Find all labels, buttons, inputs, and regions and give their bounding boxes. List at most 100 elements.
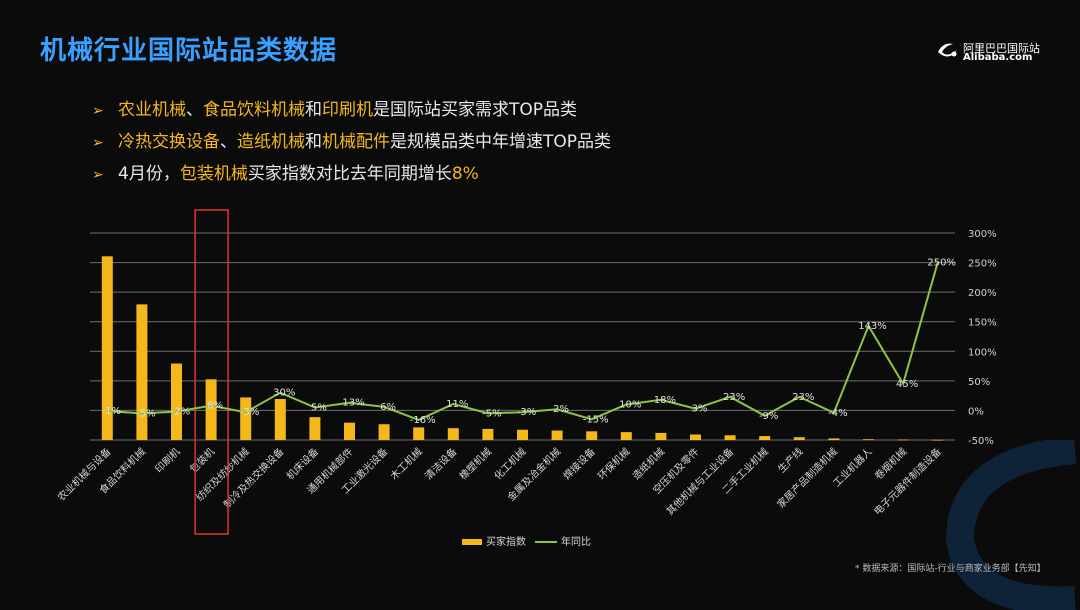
bar bbox=[828, 438, 840, 440]
bullet-text: 和 bbox=[305, 100, 322, 120]
line-data-label: 10% bbox=[619, 400, 641, 411]
bar bbox=[205, 379, 217, 440]
line-data-label: 250% bbox=[927, 258, 956, 269]
highlight-text: 印刷机 bbox=[322, 100, 373, 120]
bullet-text: 、 bbox=[186, 100, 203, 120]
right-axis-tick: 150% bbox=[968, 318, 997, 329]
category-tick-label: 机床设备 bbox=[284, 445, 321, 482]
bullet-3: ➢ 4月份，包装机械买家指数对比去年同期增长8% bbox=[92, 159, 611, 191]
bullet-text: 是规模品类中年增速TOP品类 bbox=[390, 132, 612, 152]
line-data-label: 18% bbox=[654, 395, 676, 406]
line-data-label: 11% bbox=[446, 399, 468, 410]
highlight-text: 农业机械 bbox=[118, 100, 186, 120]
bar bbox=[171, 363, 182, 440]
logo-en: Alibaba.com bbox=[963, 52, 1033, 63]
data-source-note: * 数据来源：国际站-行业与商家业务部【先知】 bbox=[855, 564, 1046, 574]
bar bbox=[932, 439, 944, 441]
bar bbox=[413, 427, 425, 440]
bar bbox=[863, 439, 874, 441]
line-data-label: 143% bbox=[858, 321, 887, 332]
line-data-label: 8% bbox=[207, 401, 223, 412]
category-tick-label: 生产线 bbox=[775, 445, 805, 475]
bullet-2: ➢ 冷热交换设备、造纸机械和机械配件是规模品类中年增速TOP品类 bbox=[92, 127, 611, 159]
line-data-label: -16% bbox=[410, 415, 436, 426]
arrow-icon: ➢ bbox=[92, 167, 104, 183]
line-data-label: -9% bbox=[759, 411, 778, 422]
category-tick-label: 家居产品制造机械 bbox=[774, 445, 840, 511]
highlight-text: 造纸机械 bbox=[237, 132, 305, 152]
line-data-label: -1% bbox=[102, 406, 121, 417]
bullet-text: 是国际站买家需求TOP品类 bbox=[373, 100, 578, 120]
line-data-label: -5% bbox=[136, 408, 155, 419]
category-tick-label: 印刷机 bbox=[152, 445, 182, 475]
bullet-text: 和 bbox=[305, 132, 322, 152]
bar bbox=[655, 432, 667, 440]
page-title: 机械行业国际站品类数据 bbox=[40, 36, 338, 66]
line-data-label: 6% bbox=[380, 402, 396, 413]
bar bbox=[240, 397, 252, 440]
bar bbox=[344, 422, 355, 440]
alibaba-smile-icon bbox=[938, 43, 957, 57]
bar bbox=[447, 428, 459, 440]
highlight-text: 食品饮料机械 bbox=[203, 100, 305, 120]
highlight-text: 包装机械 bbox=[179, 164, 248, 184]
highlight-box bbox=[194, 209, 229, 535]
line-data-label: 5% bbox=[311, 402, 327, 413]
right-axis-tick: 300% bbox=[968, 229, 997, 240]
legend-label: 买家指数 bbox=[486, 535, 526, 548]
category-tick-label: 橡塑机械 bbox=[457, 445, 494, 482]
yoy-line bbox=[107, 262, 939, 421]
bar bbox=[136, 304, 148, 440]
highlight-text: 冷热交换设备 bbox=[118, 132, 220, 152]
bar bbox=[793, 437, 805, 440]
bar bbox=[482, 428, 494, 440]
line-data-label: -4% bbox=[828, 408, 847, 419]
line-data-label: -3% bbox=[517, 407, 536, 418]
category-tick-label: 焊接设备 bbox=[560, 445, 597, 482]
category-tick-label: 制冷及热交换设备 bbox=[221, 445, 287, 511]
bar bbox=[309, 417, 321, 440]
line-data-label: 30% bbox=[273, 388, 295, 399]
right-axis-tick: 200% bbox=[968, 288, 997, 299]
bullet-1: ➢ 农业机械、食品饮料机械和印刷机是国际站买家需求TOP品类 bbox=[92, 95, 611, 127]
alibaba-logo: 阿里巴巴国际站 Alibaba.com bbox=[935, 38, 1055, 68]
bar bbox=[274, 399, 286, 440]
line-data-label: 45% bbox=[896, 379, 918, 390]
bar bbox=[759, 436, 771, 440]
line-data-label: 2% bbox=[553, 404, 569, 415]
line-data-label: -15% bbox=[583, 414, 609, 425]
bullet-text: 、 bbox=[220, 132, 237, 152]
arrow-icon: ➢ bbox=[92, 135, 104, 151]
background-swoosh bbox=[945, 440, 1077, 610]
bar bbox=[620, 432, 632, 440]
category-tick-label: 造纸机械 bbox=[630, 445, 667, 482]
category-tick-label: 木工机械 bbox=[387, 445, 424, 482]
bar bbox=[378, 424, 390, 440]
category-tick-label: 环保机械 bbox=[595, 445, 632, 482]
line-data-label: -5% bbox=[482, 408, 501, 419]
logo-cn: 阿里巴巴国际站 bbox=[963, 42, 1040, 55]
combo-chart: 300%250%200%150%100%50%0%-50%农业机械与设备食品饮料… bbox=[55, 209, 997, 548]
bar bbox=[517, 429, 528, 440]
bar bbox=[724, 435, 736, 440]
bar bbox=[690, 434, 701, 440]
line-data-label: 23% bbox=[723, 392, 745, 403]
category-tick-label: 清洁设备 bbox=[422, 445, 459, 482]
right-axis-tick: 100% bbox=[968, 347, 997, 358]
bar bbox=[897, 439, 909, 441]
arrow-icon: ➢ bbox=[92, 103, 104, 119]
right-axis-tick: -50% bbox=[968, 436, 994, 447]
line-data-label: 13% bbox=[342, 398, 364, 409]
bar bbox=[586, 431, 598, 440]
bullet-text: 买家指数对比去年同期增长 bbox=[247, 164, 452, 184]
right-axis-tick: 250% bbox=[968, 259, 997, 270]
line-data-label: 3% bbox=[692, 404, 708, 415]
right-axis-tick: 0% bbox=[968, 406, 984, 417]
highlight-text: 8% bbox=[451, 164, 479, 184]
line-data-label: -3% bbox=[240, 407, 259, 418]
right-axis-tick: 50% bbox=[968, 377, 990, 388]
category-tick-label: 化工机械 bbox=[491, 445, 528, 482]
legend-label: 年同比 bbox=[561, 535, 591, 548]
highlight-text: 机械配件 bbox=[322, 132, 390, 152]
legend-bar-swatch bbox=[462, 539, 482, 545]
